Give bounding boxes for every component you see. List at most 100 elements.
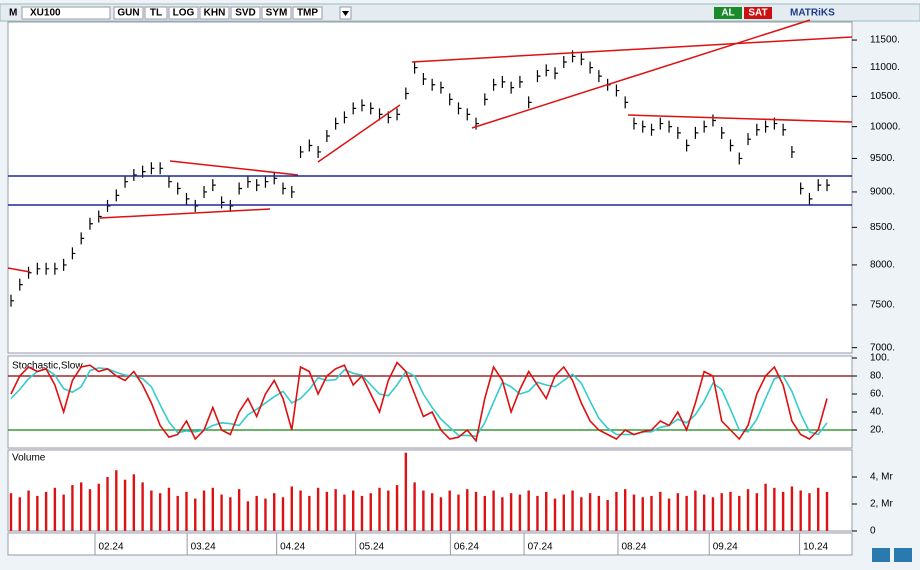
price-bar bbox=[212, 179, 216, 192]
volume-bar bbox=[659, 491, 662, 531]
price-bar bbox=[615, 84, 620, 97]
brand: MATRiKS bbox=[790, 8, 835, 19]
toolbar-button-label[interactable]: GUN bbox=[117, 8, 139, 19]
toolbar-button-label[interactable]: SYM bbox=[266, 8, 288, 19]
toolbar-button-label[interactable]: TL bbox=[150, 8, 162, 19]
volume-bar bbox=[123, 479, 127, 531]
price-bar bbox=[10, 294, 14, 307]
volume-panel bbox=[7, 449, 853, 532]
price-bar bbox=[335, 117, 339, 130]
volume-bar bbox=[387, 490, 390, 531]
y-tick-label: 60. bbox=[870, 389, 884, 400]
volume-bar bbox=[44, 491, 48, 531]
price-bar bbox=[449, 93, 453, 106]
price-bar bbox=[756, 123, 760, 136]
price-bar bbox=[229, 199, 234, 212]
toolbar-button[interactable] bbox=[168, 6, 199, 20]
volume-bar bbox=[9, 493, 13, 531]
price-bar bbox=[133, 168, 137, 181]
volume-bar bbox=[588, 493, 592, 531]
volume-bar bbox=[369, 493, 372, 531]
sell-button[interactable] bbox=[744, 7, 772, 19]
price-bar bbox=[808, 192, 813, 205]
price-bar bbox=[256, 179, 260, 192]
toolbar-button[interactable] bbox=[261, 6, 292, 20]
x-tick-label: 04.24 bbox=[280, 542, 305, 553]
volume-bar bbox=[597, 495, 601, 531]
volume-bar bbox=[536, 495, 539, 531]
price-bar bbox=[185, 192, 190, 205]
price-bar bbox=[106, 199, 111, 212]
volume-bar bbox=[571, 490, 574, 531]
x-tick-label: 07.24 bbox=[528, 542, 553, 553]
price-bar bbox=[247, 175, 251, 188]
volume-bar bbox=[141, 482, 144, 531]
volume-bar bbox=[545, 491, 548, 531]
toolbar-button[interactable] bbox=[199, 6, 230, 20]
price-bar bbox=[729, 139, 734, 152]
y-tick-label: 4, Mr bbox=[870, 472, 893, 483]
price-bar bbox=[563, 55, 567, 68]
volume-bar bbox=[606, 499, 609, 531]
price-bar bbox=[826, 179, 830, 192]
buy-button[interactable] bbox=[714, 7, 742, 19]
volume-bar bbox=[53, 487, 57, 531]
price-bar bbox=[747, 133, 752, 146]
toolbar-button-label[interactable]: KHN bbox=[204, 8, 226, 19]
toolbar-button[interactable] bbox=[230, 6, 261, 20]
y-tick-label: 10000. bbox=[870, 121, 901, 132]
volume-bar bbox=[746, 489, 750, 531]
y-tick-label: 0 bbox=[870, 526, 876, 537]
scroll-button[interactable] bbox=[894, 548, 912, 562]
panel-title: Stochastic,Slow bbox=[12, 361, 83, 372]
y-tick-label: 11500. bbox=[870, 35, 900, 46]
toolbar-button[interactable] bbox=[292, 6, 323, 20]
toolbar-button-label[interactable]: TMP bbox=[297, 8, 318, 19]
volume-bar bbox=[115, 470, 118, 531]
volume-bar bbox=[702, 494, 706, 531]
volume-bar bbox=[562, 494, 565, 531]
support-lines bbox=[8, 175, 852, 206]
toolbar-button-label[interactable]: LOG bbox=[173, 8, 195, 19]
volume-bar bbox=[518, 494, 522, 531]
stochastic-line bbox=[10, 361, 828, 443]
toolbar-button[interactable] bbox=[113, 6, 144, 20]
y-tick-label: 40. bbox=[870, 407, 884, 418]
price-bar bbox=[63, 258, 67, 271]
toolbar-button-label[interactable]: SVD bbox=[235, 8, 256, 19]
price-bar bbox=[528, 96, 532, 109]
sell-label[interactable]: SAT bbox=[748, 8, 767, 19]
volume-bar bbox=[185, 491, 188, 531]
y-tick-label: 80. bbox=[870, 371, 884, 382]
volume-bar bbox=[158, 493, 162, 531]
sync-button[interactable] bbox=[872, 548, 890, 562]
panel-title: Volume bbox=[12, 453, 46, 464]
volume-bar bbox=[694, 490, 697, 531]
toolbar-button[interactable] bbox=[144, 6, 168, 20]
date-axis bbox=[7, 532, 853, 556]
symbol[interactable]: XU100 bbox=[30, 8, 61, 19]
volume-bar bbox=[106, 477, 109, 531]
price-bar bbox=[326, 130, 330, 143]
price-bar bbox=[694, 126, 699, 139]
volume-bar bbox=[167, 487, 171, 531]
buy-label[interactable]: AL bbox=[721, 8, 734, 19]
price-bar bbox=[115, 189, 120, 202]
price-bar bbox=[150, 162, 155, 175]
volume-bar bbox=[580, 497, 583, 531]
price-bar bbox=[299, 145, 304, 158]
price-panel bbox=[7, 21, 853, 354]
price-bar bbox=[194, 199, 199, 212]
price-bar bbox=[545, 64, 550, 77]
symbol-box[interactable] bbox=[21, 6, 111, 20]
price-bar bbox=[457, 102, 462, 115]
price-bar bbox=[308, 139, 313, 152]
price-bar bbox=[89, 217, 93, 230]
x-tick-label: 06.24 bbox=[454, 542, 479, 553]
x-tick-label: 08.24 bbox=[621, 542, 646, 553]
price-bar bbox=[677, 126, 681, 139]
volume-bar bbox=[351, 490, 355, 531]
price-bar bbox=[519, 75, 523, 88]
volume-bar bbox=[790, 486, 794, 531]
